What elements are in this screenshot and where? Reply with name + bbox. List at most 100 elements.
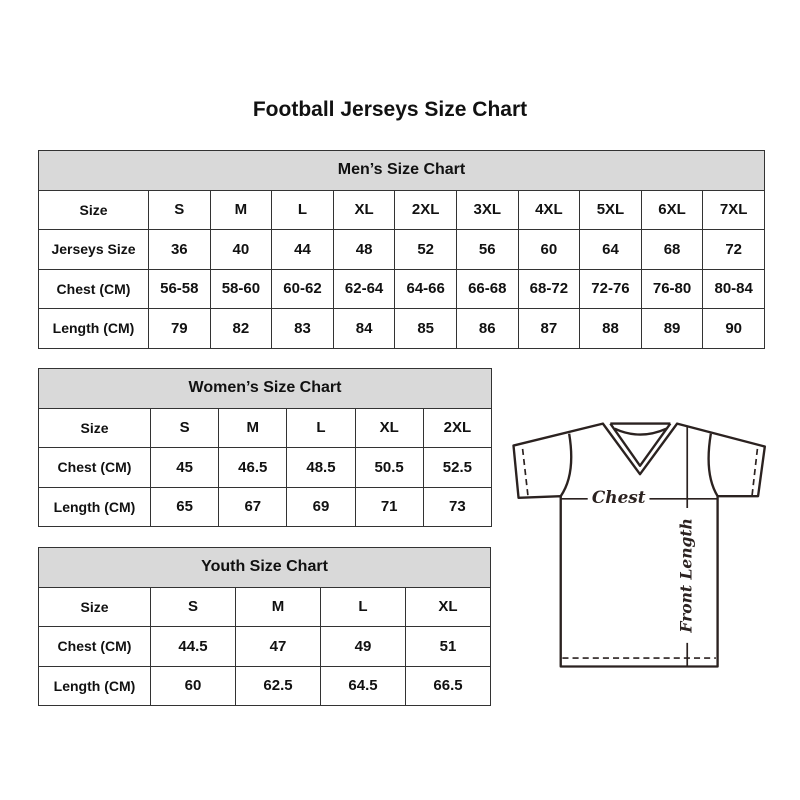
table-cell: 48.5 bbox=[286, 447, 356, 488]
table-cell: 58-60 bbox=[209, 268, 273, 309]
mens-caption: Men’s Size Chart bbox=[38, 150, 765, 191]
table-cell: 60 bbox=[517, 229, 581, 270]
table-cell: 66-68 bbox=[455, 268, 519, 309]
table-cell: 49 bbox=[320, 626, 406, 667]
table-cell: 36 bbox=[148, 229, 211, 270]
table-cell: 52 bbox=[394, 229, 457, 270]
table-cell: 62.5 bbox=[235, 665, 321, 706]
table-cell: M bbox=[235, 586, 321, 627]
table-cell: 90 bbox=[702, 308, 765, 349]
table-cell: 64.5 bbox=[320, 665, 406, 706]
row-label: Chest (CM) bbox=[38, 268, 149, 309]
table-cell: 71 bbox=[354, 486, 424, 527]
row-label: Jerseys Size bbox=[38, 229, 149, 270]
table-cell: 47 bbox=[235, 626, 321, 667]
table-cell: 3XL bbox=[455, 189, 519, 230]
table-cell: 7XL bbox=[702, 189, 765, 230]
table-cell: M bbox=[209, 189, 273, 230]
table-cell: 68-72 bbox=[517, 268, 581, 309]
table-cell: L bbox=[286, 407, 356, 448]
table-cell: 56-58 bbox=[148, 268, 211, 309]
youth-caption: Youth Size Chart bbox=[38, 547, 491, 588]
table-cell: L bbox=[320, 586, 406, 627]
mens-size-table: Men’s Size Chart Size S M L XL 2XL 3XL 4XL 5XL 6XL… bbox=[38, 150, 765, 349]
table-cell: 45 bbox=[149, 447, 220, 488]
row-label: Length (CM) bbox=[38, 486, 151, 527]
front-length-label: Front Length bbox=[677, 518, 696, 633]
table-cell: XL bbox=[405, 586, 491, 627]
table-cell: 60 bbox=[150, 665, 236, 706]
table-cell: 4XL bbox=[517, 189, 581, 230]
table-cell: 73 bbox=[422, 486, 493, 527]
table-cell: 85 bbox=[394, 308, 457, 349]
table-cell: 50.5 bbox=[354, 447, 424, 488]
table-cell: 64-66 bbox=[394, 268, 457, 309]
table-cell: 69 bbox=[286, 486, 356, 527]
table-cell: 67 bbox=[218, 486, 288, 527]
chest-label: Chest bbox=[592, 487, 646, 507]
table-cell: 46.5 bbox=[218, 447, 288, 488]
table-cell: 66.5 bbox=[405, 665, 491, 706]
table-cell: 2XL bbox=[422, 407, 493, 448]
table-cell: XL bbox=[354, 407, 424, 448]
table-cell: 56 bbox=[455, 229, 519, 270]
table-row: Length (CM) 65 67 69 71 73 bbox=[38, 486, 493, 527]
table-cell: 68 bbox=[640, 229, 704, 270]
table-cell: L bbox=[271, 189, 334, 230]
table-cell: 2XL bbox=[394, 189, 457, 230]
row-label: Chest (CM) bbox=[38, 447, 151, 488]
table-cell: 44 bbox=[271, 229, 334, 270]
row-label: Length (CM) bbox=[38, 665, 151, 706]
womens-caption: Women’s Size Chart bbox=[38, 368, 492, 409]
jersey-outline bbox=[512, 422, 766, 668]
table-cell: 64 bbox=[579, 229, 642, 270]
table-row: Chest (CM) 56-58 58-60 60-62 62-64 64-66 66-68… bbox=[38, 268, 765, 309]
table-cell: 72 bbox=[702, 229, 765, 270]
table-row: Size S M L XL 2XL bbox=[38, 407, 493, 448]
table-cell: 83 bbox=[271, 308, 334, 349]
table-cell: 84 bbox=[332, 308, 396, 349]
row-label: Size bbox=[38, 586, 151, 627]
row-label: Chest (CM) bbox=[38, 626, 151, 667]
table-cell: S bbox=[149, 407, 220, 448]
table-cell: 5XL bbox=[579, 189, 642, 230]
table-cell: 76-80 bbox=[640, 268, 704, 309]
table-cell: XL bbox=[332, 189, 396, 230]
page-title: Football Jerseys Size Chart bbox=[252, 98, 528, 121]
table-row: Jerseys Size 36 40 44 48 52 56 60 64 68 72 bbox=[38, 229, 765, 270]
collar bbox=[609, 422, 672, 467]
table-cell: 60-62 bbox=[271, 268, 334, 309]
table-cell: 72-76 bbox=[579, 268, 642, 309]
table-cell: 65 bbox=[149, 486, 220, 527]
row-label: Size bbox=[38, 407, 151, 448]
youth-size-table: Youth Size Chart Size S M L XL Chest (CM) 44.5 4… bbox=[38, 547, 491, 706]
table-cell: 89 bbox=[640, 308, 704, 349]
table-cell: 88 bbox=[579, 308, 642, 349]
table-cell: 80-84 bbox=[702, 268, 765, 309]
table-row: Chest (CM) 44.5 47 49 51 bbox=[38, 626, 491, 667]
table-cell: S bbox=[150, 586, 236, 627]
table-row: Length (CM) 60 62.5 64.5 66.5 bbox=[38, 665, 491, 706]
table-cell: 87 bbox=[517, 308, 581, 349]
table-cell: 51 bbox=[405, 626, 491, 667]
table-cell: 62-64 bbox=[332, 268, 396, 309]
table-cell: 44.5 bbox=[150, 626, 236, 667]
table-row: Size S M L XL bbox=[38, 586, 491, 627]
table-cell: 52.5 bbox=[422, 447, 493, 488]
table-row: Length (CM) 79 82 83 84 85 86 87 88 89 90 bbox=[38, 308, 765, 349]
womens-size-table: Women’s Size Chart Size S M L XL 2XL Chest (CM)… bbox=[38, 368, 493, 527]
hem-stitches bbox=[521, 448, 759, 659]
table-cell: 40 bbox=[209, 229, 273, 270]
row-label: Length (CM) bbox=[38, 308, 149, 349]
table-row: Chest (CM) 45 46.5 48.5 50.5 52.5 bbox=[38, 447, 493, 488]
table-cell: 82 bbox=[209, 308, 273, 349]
row-label: Size bbox=[38, 189, 149, 230]
table-cell: 86 bbox=[455, 308, 519, 349]
table-cell: S bbox=[148, 189, 211, 230]
table-cell: 48 bbox=[332, 229, 396, 270]
table-cell: 79 bbox=[148, 308, 211, 349]
table-row: Size S M L XL 2XL 3XL 4XL 5XL 6XL 7XL bbox=[38, 189, 765, 230]
jersey-diagram: Chest Front Length bbox=[512, 422, 766, 668]
table-cell: 6XL bbox=[640, 189, 704, 230]
